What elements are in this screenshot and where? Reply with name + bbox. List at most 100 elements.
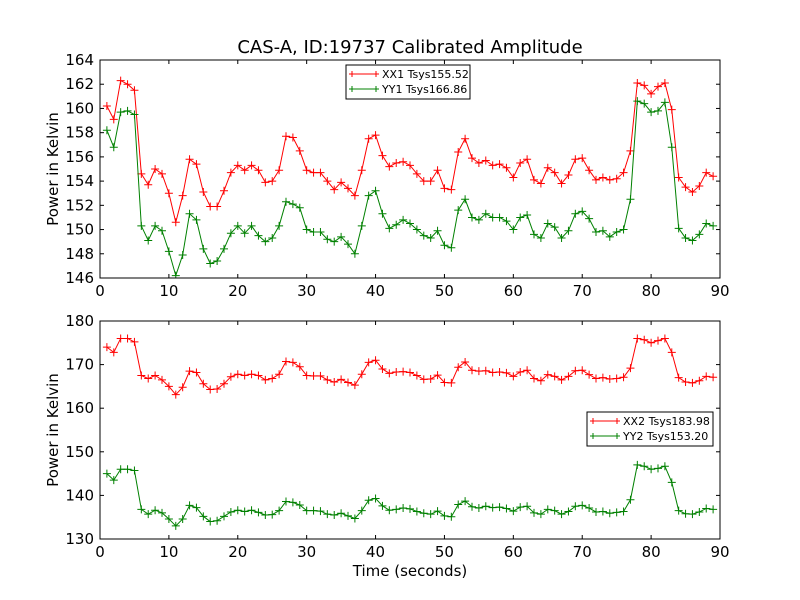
top-series-1-point (647, 89, 656, 98)
bottom-series-1-point (674, 373, 683, 382)
top-x-tick-label: 20 (228, 282, 247, 300)
bottom-series-2-point (399, 504, 408, 513)
bottom-series-1-point (199, 379, 208, 388)
bottom-x-tick-label: 20 (228, 543, 247, 561)
bottom-legend: XX2 Tsys183.98 YY2 Tsys153.20 (586, 411, 714, 447)
bottom-series-2-point (474, 504, 483, 513)
bottom-series-1-point (268, 374, 277, 383)
bottom-subplot: 0 10 20 30 40 50 60 70 80 90 130 140 150 160 170 180 Pow… (44, 312, 730, 580)
top-series-1-point (488, 161, 497, 170)
top-series-2-point (171, 271, 180, 278)
top-series-1-point (502, 163, 511, 172)
bottom-series-2-point (109, 476, 118, 485)
top-series-1-point (226, 168, 235, 177)
bottom-series-1-point (592, 374, 600, 383)
top-series-2-point (268, 234, 277, 243)
top-series-1-point (371, 131, 380, 140)
bottom-series-2-point (550, 506, 559, 515)
bottom-series-2-point (123, 465, 132, 474)
top-series-2-point (647, 108, 656, 117)
top-series-1-point (640, 81, 649, 90)
bottom-x-tick-label: 40 (366, 543, 385, 561)
bottom-series-2-point (454, 500, 463, 509)
top-series-2-point (440, 241, 449, 250)
bottom-series-1-point (530, 374, 538, 383)
top-series-1-point (660, 79, 669, 88)
bottom-series-1-point (626, 364, 635, 373)
top-series-1-point (530, 175, 538, 184)
bottom-series-2-point (557, 510, 566, 519)
top-series-2-point (220, 244, 228, 253)
top-series-1-point (240, 166, 249, 175)
top-series-2-point (371, 186, 380, 195)
top-series-1-point (412, 169, 421, 178)
bottom-series-1-point (578, 366, 587, 375)
top-series-2-point (550, 223, 559, 232)
top-series-1-point (674, 173, 683, 182)
bottom-series-1-point (288, 358, 297, 367)
top-series-2-point (571, 209, 580, 218)
top-series-2-point (261, 237, 270, 246)
bottom-series-1-point (330, 378, 339, 387)
bottom-series-2-point (419, 509, 428, 518)
top-series-2-point (185, 209, 194, 218)
top-series-2-point (158, 226, 166, 235)
top-series-1-point (316, 168, 325, 177)
bottom-series-2-point (192, 503, 201, 512)
bottom-series-2-point (206, 517, 215, 526)
bottom-series-1-point (509, 372, 518, 381)
bottom-series-2-point (330, 511, 339, 520)
top-series-1-point (688, 188, 697, 197)
bottom-series-1-point (102, 343, 111, 352)
bottom-series-2-point (268, 510, 277, 519)
bottom-series-1-point (302, 371, 311, 380)
top-series-2-point (598, 226, 607, 235)
top-series-1-point (171, 218, 180, 227)
top-series-1-point (681, 183, 690, 192)
bottom-x-tick-label: 0 (95, 543, 105, 561)
top-series-2-point (151, 221, 160, 230)
bottom-x-tick-label: 60 (504, 543, 523, 561)
top-series-1-point (144, 180, 153, 189)
bottom-series-1-point (213, 385, 222, 394)
top-x-tick-label: 60 (504, 282, 523, 300)
top-series-2-point (447, 243, 456, 252)
top-series-2-point (385, 224, 394, 233)
bottom-series-2-point (288, 498, 297, 507)
bottom-series-1-point (316, 371, 325, 380)
bottom-y-tick-label: 130 (65, 530, 94, 548)
bottom-series-2-point (509, 507, 518, 516)
bottom-series-1-point (406, 368, 414, 377)
top-legend-marker-2 (349, 86, 379, 92)
bottom-series-2-point (523, 502, 532, 511)
top-x-tick-label: 70 (573, 282, 592, 300)
bottom-series-1-point (681, 378, 690, 387)
top-series-2-point (495, 213, 504, 222)
top-series-2-point (109, 143, 118, 152)
top-series-2-point (199, 244, 208, 253)
top-series-1-point (550, 168, 559, 177)
bottom-series-2-point (378, 501, 387, 510)
top-series-2-point (344, 240, 352, 249)
top-x-tick-label: 10 (159, 282, 178, 300)
bottom-series-group (102, 334, 718, 530)
bottom-series-2-point (578, 501, 587, 510)
bottom-series-2-point (164, 514, 173, 523)
top-series-2-point (695, 230, 704, 239)
top-series-2-point (543, 219, 552, 228)
top-series-2-point (660, 98, 669, 107)
bottom-series-2-point (695, 507, 704, 516)
bottom-series-2-point (171, 521, 180, 530)
bottom-series-1-point (178, 383, 187, 392)
bottom-series-2-point (516, 503, 525, 512)
top-series-2-point (585, 214, 594, 223)
top-series-1-point (164, 189, 173, 198)
bottom-series-2-point (667, 478, 676, 487)
bottom-series-1-point (695, 376, 704, 385)
bottom-legend-box (586, 411, 714, 447)
bottom-y-tick-label: 180 (65, 312, 94, 330)
bottom-series-1-point (605, 374, 614, 383)
top-series-1-point (137, 169, 146, 178)
top-y-tick-label: 164 (65, 51, 94, 69)
top-series-2-point (592, 227, 600, 236)
